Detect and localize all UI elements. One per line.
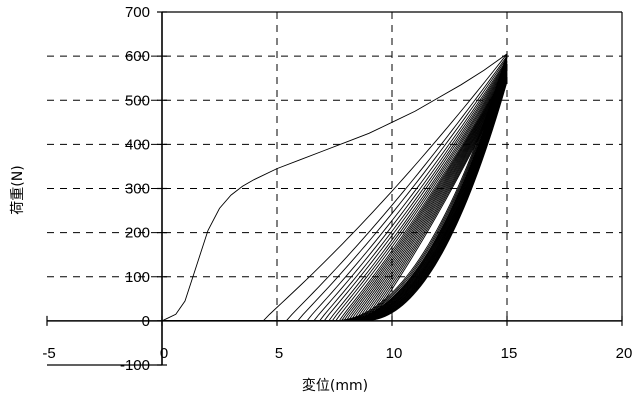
y-tick-label: 100 [125, 269, 150, 286]
unloading-curve [336, 57, 508, 322]
loading-curve [162, 62, 508, 322]
unloading-curve [349, 70, 508, 322]
x-tick-label: 15 [501, 345, 518, 362]
y-tick-label: 200 [125, 225, 150, 242]
y-tick-label: -100 [120, 357, 150, 374]
loading-curve [162, 71, 508, 322]
x-tick-labels: -5 0 5 10 15 20 [42, 345, 632, 362]
loading-curve [162, 77, 508, 322]
y-tick-label: 600 [125, 48, 150, 65]
loading-curve [162, 53, 508, 322]
unloading-curve [363, 81, 508, 322]
loading-curve [162, 60, 508, 322]
unloading-curve [332, 53, 508, 322]
loading-curve [162, 57, 508, 322]
x-tick-label: 20 [616, 345, 632, 362]
y-tick-label: 700 [125, 4, 150, 21]
loading-curve [162, 68, 508, 322]
y-tick-label: 500 [125, 92, 150, 109]
loading-curve [162, 64, 508, 322]
gridlines [47, 12, 622, 321]
x-tick-label: 10 [386, 345, 403, 362]
loading-curve [162, 77, 508, 322]
y-tick-labels: -100 0 100 200 300 400 500 600 700 [120, 4, 150, 374]
y-tick-label: 300 [125, 181, 150, 198]
loading-curve [162, 76, 508, 322]
loading-curve [162, 63, 508, 322]
y-tick-label: 0 [142, 313, 150, 330]
loading-curve [162, 73, 508, 322]
loading-curve [162, 75, 508, 322]
loading-curve [162, 72, 508, 322]
x-tick-label: -5 [42, 345, 55, 362]
first-loading-curve [161, 53, 508, 322]
y-tick-label: 400 [125, 136, 150, 153]
x-tick-label: 5 [275, 345, 283, 362]
x-axis-title: 変位(mm) [302, 377, 368, 394]
loading-curve [162, 70, 508, 322]
y-axis-title: 荷重(N) [10, 165, 26, 214]
unloading-curve [342, 63, 508, 322]
unloading-curve [334, 55, 508, 322]
loading-curve [162, 55, 508, 322]
loading-curve [162, 74, 508, 322]
loading-curve [162, 67, 508, 322]
data-series [161, 53, 508, 322]
x-tick-label: 0 [160, 345, 168, 362]
loading-curve [162, 59, 508, 322]
loading-curve [162, 70, 508, 322]
loading-curve [162, 66, 508, 322]
